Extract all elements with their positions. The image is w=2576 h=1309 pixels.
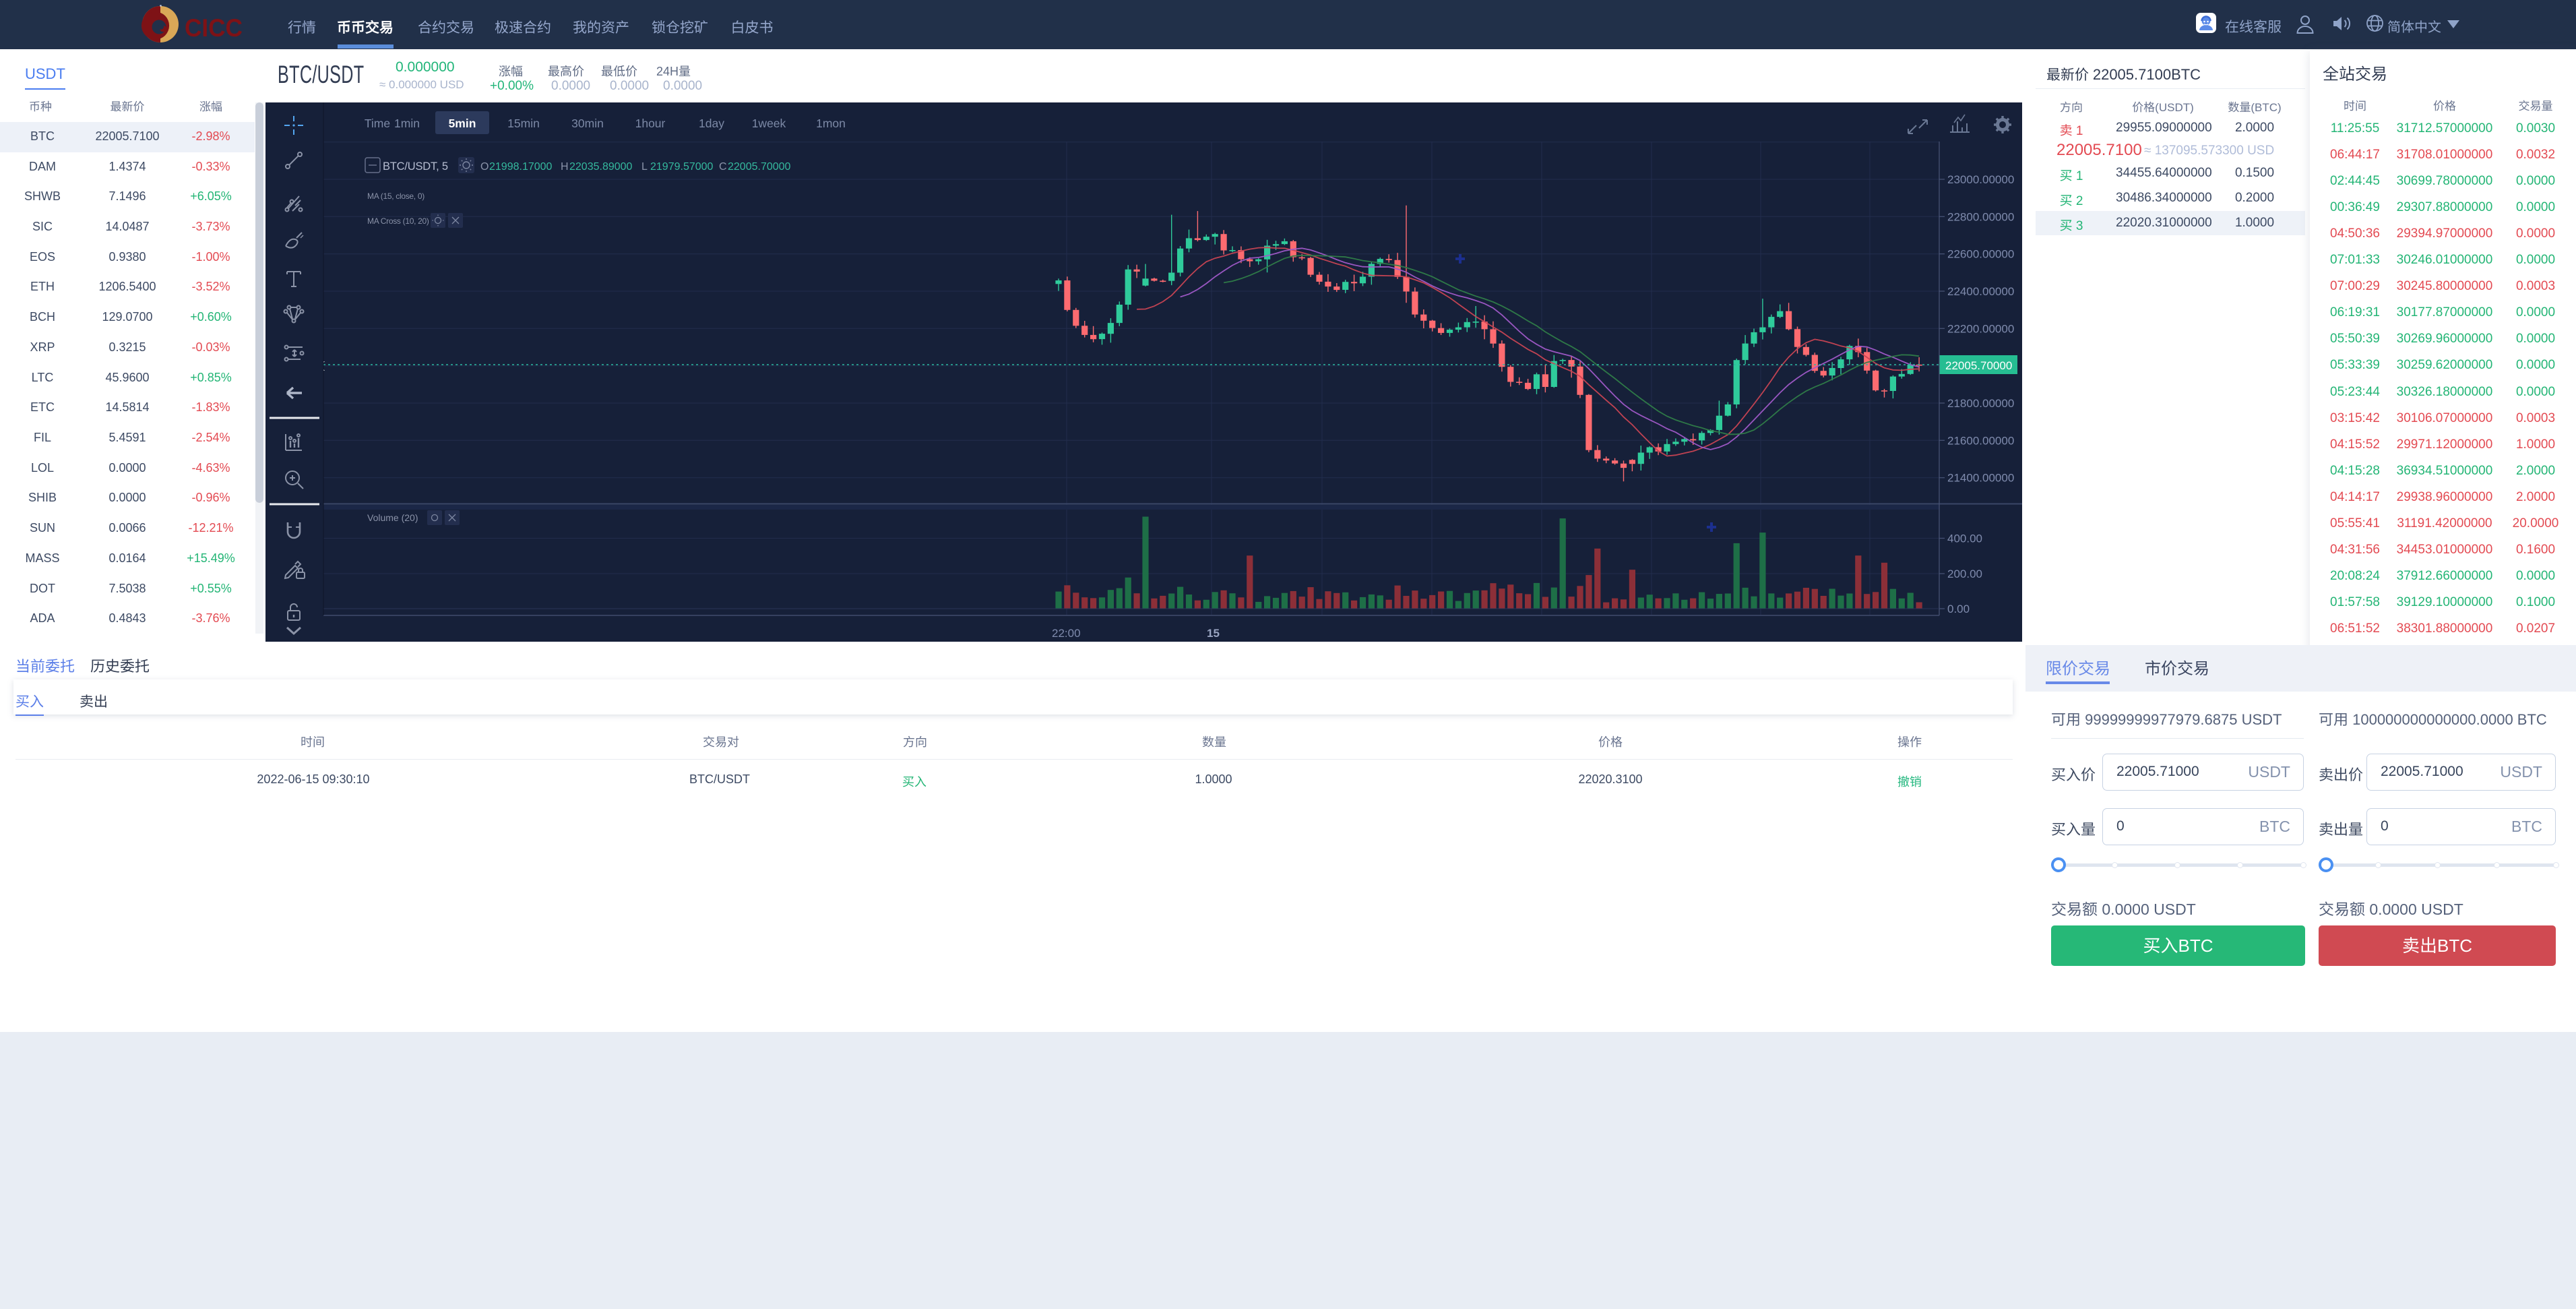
svg-text:15: 15 (1207, 627, 1220, 640)
svg-text:1min: 1min (394, 117, 420, 130)
svg-text:C: C (719, 161, 727, 173)
svg-text:O: O (480, 161, 489, 173)
svg-text:22200.00000: 22200.00000 (1947, 322, 2014, 335)
svg-text:21600.00000: 21600.00000 (1947, 434, 2014, 447)
svg-text:23000.00000: 23000.00000 (1947, 173, 2014, 186)
svg-text:21998.17000: 21998.17000 (489, 161, 553, 173)
svg-text:22600.00000: 22600.00000 (1947, 248, 2014, 261)
svg-text:30min: 30min (571, 117, 604, 130)
svg-text:MA Cross (10, 20): MA Cross (10, 20) (367, 216, 429, 226)
svg-text:1day: 1day (699, 117, 724, 130)
svg-text:200.00: 200.00 (1947, 568, 1982, 580)
svg-text:1week: 1week (752, 117, 786, 130)
svg-text:0.00: 0.00 (1947, 603, 1970, 615)
svg-text:1mon: 1mon (816, 117, 846, 130)
svg-text:22:00: 22:00 (1052, 627, 1081, 640)
svg-text:15min: 15min (507, 117, 540, 130)
svg-text:5min: 5min (449, 117, 476, 130)
svg-text:22035.89000: 22035.89000 (569, 161, 633, 173)
svg-text:1hour: 1hour (635, 117, 666, 130)
svg-text:MA (15, close, 0): MA (15, close, 0) (367, 191, 425, 201)
svg-text:22400.00000: 22400.00000 (1947, 285, 2014, 298)
svg-text:400.00: 400.00 (1947, 532, 1982, 545)
svg-text:21800.00000: 21800.00000 (1947, 397, 2014, 410)
svg-text:H: H (561, 161, 569, 173)
svg-text:22800.00000: 22800.00000 (1947, 210, 2014, 223)
svg-text:Volume (20): Volume (20) (367, 512, 418, 523)
svg-text:21400.00000: 21400.00000 (1947, 472, 2014, 485)
svg-text:L: L (641, 161, 648, 173)
svg-text:22005.70000: 22005.70000 (728, 161, 791, 173)
svg-text:BTC/USDT, 5: BTC/USDT, 5 (383, 160, 448, 173)
svg-text:22005.70000: 22005.70000 (1945, 359, 2012, 372)
svg-text:21979.57000: 21979.57000 (650, 161, 714, 173)
svg-text:Time: Time (365, 117, 390, 130)
